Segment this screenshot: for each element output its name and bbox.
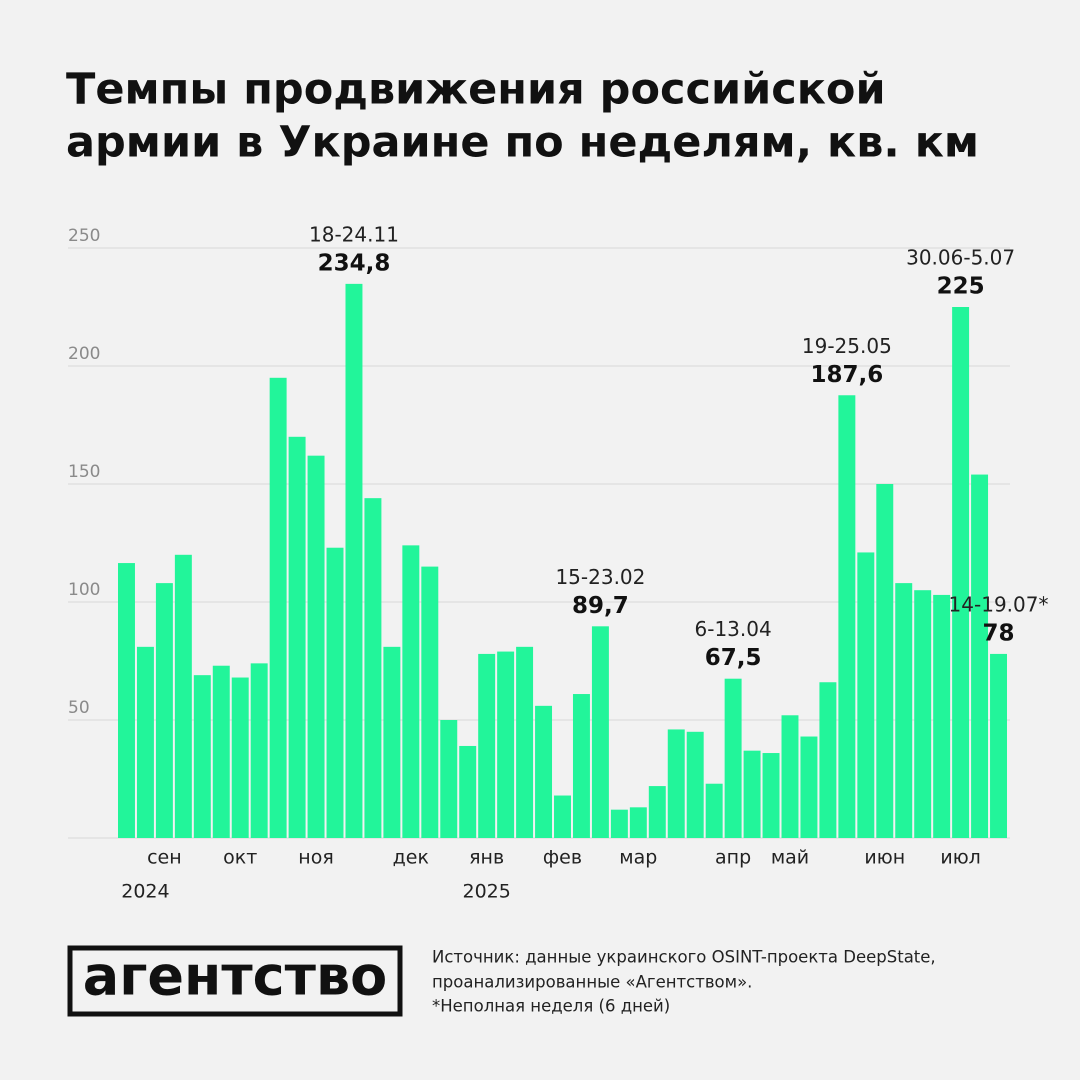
bar xyxy=(572,694,590,838)
value-label: 89,7 xyxy=(572,593,629,619)
bar xyxy=(383,646,401,838)
bar xyxy=(478,653,496,838)
bar xyxy=(933,594,951,838)
period-label: 19-25.05 xyxy=(802,334,892,358)
logo-frame xyxy=(67,945,403,1017)
x-tick-label: июл xyxy=(940,847,981,869)
bar xyxy=(118,563,135,838)
y-tick-label: 250 xyxy=(68,226,100,246)
x-tick-label: янв xyxy=(469,847,504,869)
source: Источник: данные украинского OSINT-проек… xyxy=(432,948,936,967)
bar xyxy=(990,653,1007,838)
bar xyxy=(535,705,553,838)
bar xyxy=(269,377,287,838)
year-label: 2025 xyxy=(462,881,510,903)
bar xyxy=(876,484,894,838)
value-label: 187,6 xyxy=(810,362,883,388)
bar xyxy=(648,786,666,838)
bar xyxy=(686,731,704,838)
bar xyxy=(307,455,325,838)
bar xyxy=(288,436,306,838)
x-tick-label: окт xyxy=(223,847,257,869)
bar xyxy=(914,590,932,838)
bar xyxy=(819,682,837,838)
bar xyxy=(421,566,439,838)
value-label: 67,5 xyxy=(705,645,762,671)
y-tick-label: 50 xyxy=(68,698,90,718)
bar xyxy=(459,745,477,838)
period-label: 30.06-5.07 xyxy=(906,246,1015,270)
bar xyxy=(402,545,420,838)
bar xyxy=(743,750,761,838)
source: *Неполная неделя (6 дней) xyxy=(432,997,670,1016)
value-label: 225 xyxy=(937,274,985,300)
x-tick-label: ноя xyxy=(298,847,333,869)
bar xyxy=(174,554,192,838)
value-label: 234,8 xyxy=(318,250,391,276)
bar xyxy=(781,715,799,838)
y-tick-label: 200 xyxy=(68,344,100,364)
y-tick-label: 100 xyxy=(68,580,100,600)
chart-title: Темпы продвижения российской xyxy=(66,65,886,115)
x-tick-label: июн xyxy=(864,847,905,869)
chart-title: армии в Украине по неделям, кв. км xyxy=(66,118,979,168)
year-label: 2024 xyxy=(121,881,169,903)
bar xyxy=(857,552,875,838)
bar xyxy=(667,729,685,838)
x-tick-label: апр xyxy=(715,847,751,869)
bar xyxy=(136,646,154,838)
bar xyxy=(971,474,989,838)
bar xyxy=(591,626,609,838)
source: проанализированные «Агентством». xyxy=(432,973,752,992)
bar xyxy=(610,809,628,838)
bar xyxy=(629,807,647,838)
x-tick-label: фев xyxy=(543,847,582,869)
bar xyxy=(952,307,970,838)
bar xyxy=(155,583,173,838)
period-label: 15-23.02 xyxy=(555,565,645,589)
bar xyxy=(516,646,534,838)
bar xyxy=(326,547,344,838)
x-tick-label: сен xyxy=(147,847,182,869)
bar xyxy=(554,795,571,838)
bar xyxy=(724,678,742,838)
x-tick-label: май xyxy=(771,847,809,869)
period-label: 18-24.11 xyxy=(309,222,399,246)
period-label: 14-19.07* xyxy=(949,592,1049,616)
bar xyxy=(497,651,515,838)
logo: агентство xyxy=(83,945,387,1008)
bar xyxy=(800,736,818,838)
value-label: 78 xyxy=(983,620,1015,646)
bar xyxy=(212,665,230,838)
y-tick-label: 150 xyxy=(68,462,100,482)
bar xyxy=(838,395,856,838)
bar xyxy=(345,283,363,838)
period-label: 6-13.04 xyxy=(695,617,772,641)
bar xyxy=(705,783,723,838)
bar xyxy=(895,583,913,838)
bar xyxy=(250,663,268,838)
x-tick-label: дек xyxy=(393,847,429,869)
x-tick-label: мар xyxy=(619,847,657,869)
bar xyxy=(364,498,382,838)
bar xyxy=(762,753,780,838)
bar xyxy=(440,720,458,838)
bar xyxy=(193,675,211,838)
bar xyxy=(231,677,249,838)
